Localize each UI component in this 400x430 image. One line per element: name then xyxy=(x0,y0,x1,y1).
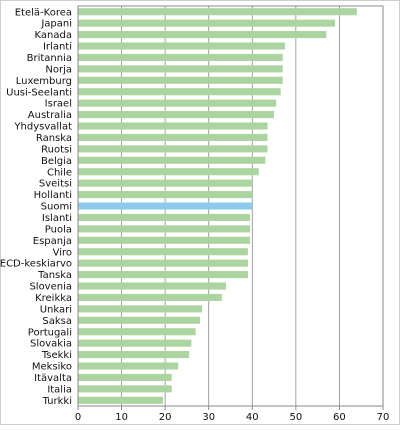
category-label-30: Tsekki xyxy=(41,350,72,361)
category-label-20: Espanja xyxy=(33,236,72,247)
bar-31 xyxy=(78,362,179,370)
category-label-15: Sveitsi xyxy=(39,179,72,190)
bar-26 xyxy=(78,305,203,313)
bar-4 xyxy=(78,53,283,61)
bar-32 xyxy=(78,373,172,381)
bar-5 xyxy=(78,65,283,73)
category-label-6: Luxemburg xyxy=(16,76,72,87)
bar-18 xyxy=(78,213,251,221)
category-label-22: OECD-keskiarvo xyxy=(0,259,72,270)
category-label-23: Tanska xyxy=(37,270,72,281)
bar-15 xyxy=(78,179,253,187)
bar-23 xyxy=(78,271,248,279)
bar-9 xyxy=(78,111,275,119)
category-label-26: Unkari xyxy=(40,304,72,315)
category-label-17: Suomi xyxy=(41,202,72,213)
category-label-11: Ranska xyxy=(36,133,72,144)
x-tick-label-30: 30 xyxy=(202,412,215,423)
category-label-24: Slovenia xyxy=(29,282,72,293)
category-label-9: Australia xyxy=(28,110,72,121)
category-label-0: Etelä-Korea xyxy=(15,7,72,18)
bar-7 xyxy=(78,88,281,96)
category-label-21: Viro xyxy=(53,247,72,258)
bar-27 xyxy=(78,316,200,324)
bar-0 xyxy=(78,8,357,16)
category-label-28: Portugali xyxy=(28,327,72,338)
bar-24 xyxy=(78,282,227,290)
category-label-3: Irlanti xyxy=(43,42,72,53)
bar-8 xyxy=(78,99,277,107)
bar-33 xyxy=(78,385,172,393)
bar-2 xyxy=(78,31,327,39)
bar-30 xyxy=(78,351,190,359)
x-tick-label-50: 50 xyxy=(289,412,302,423)
x-tick-label-70: 70 xyxy=(377,412,390,423)
bar-19 xyxy=(78,225,251,233)
bar-14 xyxy=(78,168,259,176)
x-tick-label-0: 0 xyxy=(75,412,81,423)
bar-20 xyxy=(78,236,251,244)
category-label-13: Belgia xyxy=(41,156,72,167)
category-label-16: Hollanti xyxy=(34,190,72,201)
category-label-33: Italia xyxy=(47,384,72,395)
category-label-18: Islanti xyxy=(42,213,72,224)
bar-3 xyxy=(78,42,285,50)
bar-6 xyxy=(78,76,283,84)
category-label-4: Britannia xyxy=(27,53,72,64)
bar-13 xyxy=(78,156,266,164)
bar-21 xyxy=(78,248,248,256)
bar-28 xyxy=(78,328,196,336)
x-tick-label-20: 20 xyxy=(159,412,172,423)
category-label-32: Itävalta xyxy=(34,373,72,384)
bar-11 xyxy=(78,133,268,141)
category-label-5: Norja xyxy=(45,64,72,75)
category-label-7: Uusi-Seelanti xyxy=(6,87,72,98)
category-label-2: Kanada xyxy=(35,30,72,41)
bar-12 xyxy=(78,145,268,153)
plot-frame xyxy=(77,5,384,407)
bar-16 xyxy=(78,191,253,199)
bar-34 xyxy=(78,396,163,404)
category-label-29: Slovakia xyxy=(30,339,72,350)
category-label-8: Israel xyxy=(45,99,72,110)
category-label-27: Saksa xyxy=(42,316,72,327)
category-label-1: Japani xyxy=(40,19,72,30)
bar-17 xyxy=(78,202,253,210)
x-tick-label-10: 10 xyxy=(115,412,128,423)
category-label-25: Kreikka xyxy=(35,293,72,304)
bar-10 xyxy=(78,122,268,130)
category-label-10: Yhdysvallat xyxy=(13,122,72,133)
bar-29 xyxy=(78,339,192,347)
category-label-12: Ruotsi xyxy=(41,144,72,155)
x-tick-label-60: 60 xyxy=(333,412,346,423)
x-tick-label-40: 40 xyxy=(246,412,259,423)
category-label-31: Meksiko xyxy=(32,362,72,373)
bar-25 xyxy=(78,293,222,301)
category-label-14: Chile xyxy=(47,167,72,178)
category-label-34: Turkki xyxy=(42,396,72,407)
bar-1 xyxy=(78,19,336,27)
bar-22 xyxy=(78,259,248,267)
category-label-19: Puola xyxy=(45,224,72,235)
